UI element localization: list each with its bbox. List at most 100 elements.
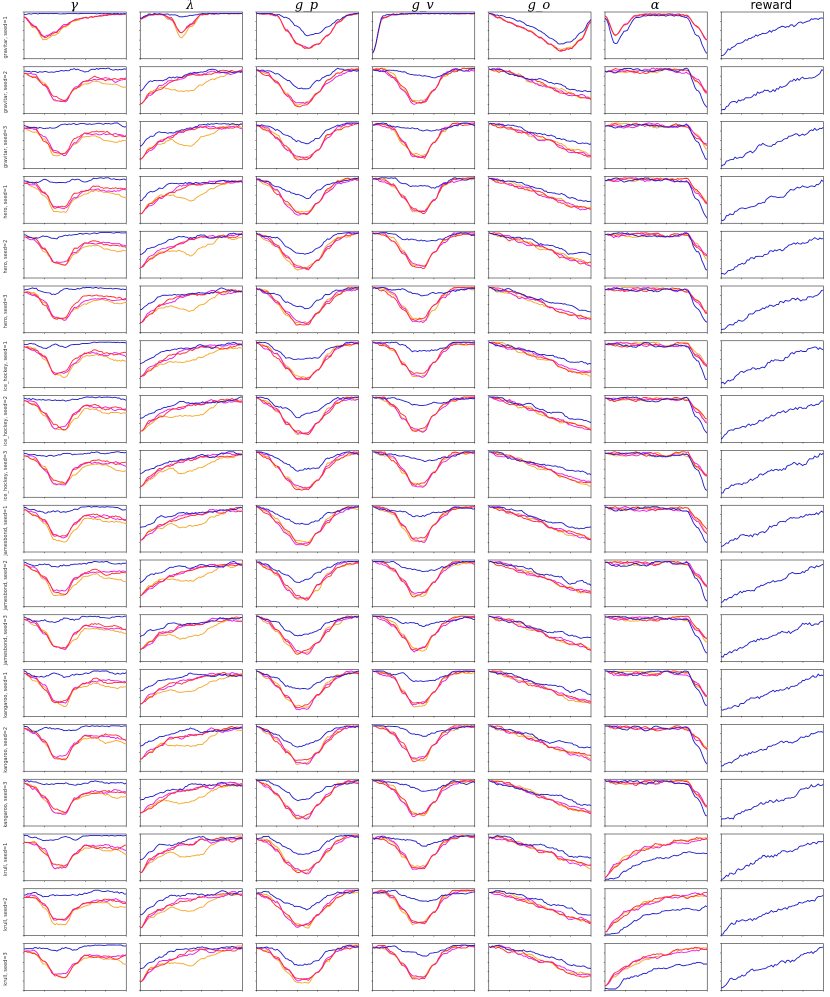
series-line-0 <box>256 834 359 855</box>
series-line-3 <box>23 950 127 979</box>
series-line-0 <box>372 451 475 462</box>
panel-r14-c3 <box>371 778 476 828</box>
panel-r9-c3 <box>371 504 476 554</box>
series-line-0 <box>721 783 824 820</box>
series-line-1 <box>604 892 708 933</box>
series-line-2 <box>23 236 127 263</box>
panel-frame <box>720 888 824 936</box>
panel-frame <box>720 230 824 279</box>
panel-r11-c3 <box>371 614 476 663</box>
series-line-0 <box>140 672 243 692</box>
series-line-0 <box>721 731 824 767</box>
panel-frame <box>372 66 476 114</box>
panel-r4-c4 <box>487 230 592 280</box>
panel-r5-c4 <box>487 285 592 334</box>
panel-frame <box>256 230 359 279</box>
panel-r17-c2 <box>255 943 359 992</box>
series-line-1 <box>256 725 359 761</box>
panel-frame <box>139 888 243 936</box>
series-line-1 <box>488 725 592 757</box>
series-line-3 <box>256 232 359 271</box>
panel-frame <box>256 724 359 772</box>
series-line-3 <box>372 232 475 267</box>
series-line-2 <box>23 841 127 870</box>
series-line-2 <box>488 232 592 267</box>
series-line-0 <box>140 836 243 860</box>
panel-r1-c2 <box>255 66 359 115</box>
series-line-1 <box>256 780 359 820</box>
panel-r1-c0 <box>22 66 127 115</box>
series-line-1 <box>23 618 127 649</box>
panel-frame <box>372 285 476 334</box>
series-line-1 <box>256 396 359 436</box>
row-label-12: kangaroo, seed=1 <box>3 672 9 718</box>
series-line-1 <box>256 506 359 546</box>
series-line-0 <box>140 396 243 419</box>
panel-r5-c5 <box>603 285 708 334</box>
panel-r11-c0 <box>22 614 127 663</box>
series-line-2 <box>23 728 127 759</box>
series-line-0 <box>372 615 475 627</box>
row-label-17: krull, seed=3 <box>3 952 9 985</box>
series-line-3 <box>23 400 127 432</box>
column-title-6: reward <box>751 0 793 12</box>
panel-r13-c4 <box>487 724 592 773</box>
series-line-2 <box>604 451 708 476</box>
panel-frame <box>23 230 127 279</box>
series-line-0 <box>721 673 824 711</box>
panel-r12-c3 <box>371 669 476 718</box>
series-line-3 <box>23 455 127 486</box>
series-line-1 <box>256 834 359 873</box>
series-line-0 <box>23 451 127 458</box>
series-line-0 <box>23 12 127 16</box>
panel-r14-c5 <box>603 778 708 828</box>
series-line-0 <box>139 68 243 92</box>
panel-frame <box>604 121 708 169</box>
series-line-2 <box>256 670 359 711</box>
series-line-1 <box>256 232 359 271</box>
series-line-0 <box>488 232 592 256</box>
series-line-1 <box>23 291 127 320</box>
series-line-1 <box>604 946 708 987</box>
panel-frame <box>139 11 243 60</box>
series-line-0 <box>372 177 475 189</box>
panel-r2-c0 <box>22 121 127 170</box>
series-line-0 <box>720 620 824 658</box>
panel-r15-c0 <box>22 833 127 882</box>
series-line-1 <box>604 177 708 205</box>
series-line-0 <box>604 341 708 381</box>
panel-r17-c3 <box>371 943 476 992</box>
series-line-0 <box>23 286 127 296</box>
panel-frame <box>604 833 708 882</box>
column-title-0: γ <box>70 0 78 13</box>
series-line-0 <box>139 122 243 147</box>
panel-frame <box>488 833 592 882</box>
panel-frame <box>23 614 127 662</box>
series-line-0 <box>140 179 243 201</box>
column-title-4: g_o <box>528 0 551 13</box>
panel-r17-c5 <box>603 943 708 992</box>
panel-r0-c6 <box>720 11 824 60</box>
series-line-1 <box>488 615 592 651</box>
panel-frame <box>256 504 359 553</box>
series-line-2 <box>604 341 708 367</box>
panel-r9-c4 <box>487 504 592 554</box>
series-line-1 <box>256 670 359 709</box>
series-line-0 <box>256 177 359 200</box>
column-title-3: g_v <box>412 0 435 13</box>
series-line-1 <box>140 506 243 541</box>
row-label-2: gravitar, seed=3 <box>3 126 9 168</box>
series-line-0 <box>372 560 475 573</box>
series-line-0 <box>23 780 127 786</box>
series-line-1 <box>140 783 243 814</box>
panel-r1-c3 <box>371 66 476 115</box>
series-line-0 <box>604 560 708 602</box>
panel-r2-c6 <box>720 121 824 170</box>
panel-r17-c4 <box>487 943 592 992</box>
series-line-0 <box>23 232 127 240</box>
column-title-2: g_p <box>295 0 319 13</box>
panel-frame <box>256 778 359 827</box>
series-line-2 <box>604 177 708 204</box>
panel-r4-c3 <box>371 230 476 280</box>
series-line-1 <box>256 615 359 655</box>
